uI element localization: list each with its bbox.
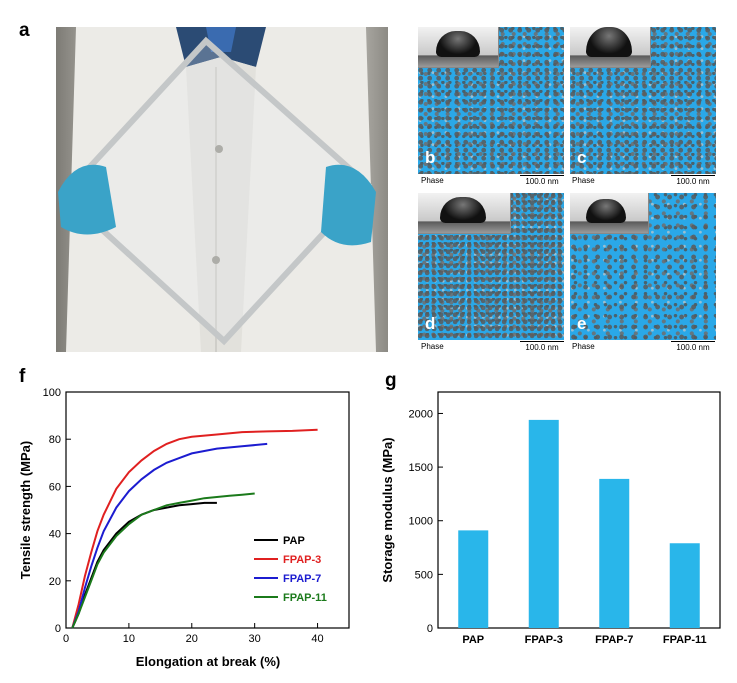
y-tick-label: 20 [49,576,61,588]
bar-fpap-7 [599,478,630,628]
contact-angle-inset [570,27,651,68]
legend-label: PAP [283,535,305,547]
legend-label: FPAP-7 [283,573,321,585]
x-tick-label: PAP [462,634,484,646]
panel-label-a: a [19,20,30,41]
legend-label: FPAP-3 [283,554,321,566]
y-tick-label: 500 [415,569,433,581]
y-tick-label: 0 [427,623,433,635]
x-tick-label: 30 [249,633,261,645]
x-tick-label: 40 [311,633,323,645]
x-tick-label: FPAP-7 [595,634,633,646]
legend-label: FPAP-11 [283,592,327,604]
bar-pap [458,530,489,628]
x-tick-label: 0 [63,633,69,645]
contact-angle-inset [570,193,649,234]
scale-bar-label: 100.0 nm [676,343,710,352]
afm-phase-label-b: Phase [421,176,444,185]
y-tick-label: 0 [55,623,61,635]
y-tick-label: 80 [49,434,61,446]
film-photograph [56,27,388,352]
afm-image-d: d [418,193,564,340]
panel-label-f: f [19,366,26,387]
scale-bar-label: 100.0 nm [525,177,559,186]
panel-label-g: g [385,370,397,391]
tensile-strength-chart: 0 10 20 30 40 0 20 40 60 80 100 PAP FPAP-3 FPAP-7 FPA… [18,387,350,669]
x-tick-label: FPAP-11 [663,634,707,646]
storage-modulus-chart: 0 500 1000 1500 2000 PAP FPAP-3 FPAP-7 FPAP-11 S… [380,391,721,646]
afm-image-e: e [570,193,716,340]
x-tick-label: 10 [123,633,135,645]
y-axis-label: Tensile strength (MPa) [18,441,33,579]
afm-phase-label-e: Phase [572,342,595,351]
afm-phase-label-c: Phase [572,176,595,185]
afm-letter-b: b [425,148,436,167]
y-tick-label: 2000 [409,408,433,420]
afm-letter-c: c [577,148,587,167]
y-axis-label: Storage modulus (MPa) [380,437,395,582]
plot-frame [437,391,721,629]
x-tick-label: 20 [186,633,198,645]
bar-fpap-3 [528,419,559,628]
series-line-fpap-11 [71,492,255,629]
scale-bar-b: 100.0 nm [520,175,564,186]
contact-angle-inset [418,193,511,234]
y-tick-label: 1000 [409,516,433,528]
scale-bar-d: 100.0 nm [520,341,564,352]
scale-bar-c: 100.0 nm [671,175,715,186]
scale-bar-label: 100.0 nm [676,177,710,186]
afm-phase-label-d: Phase [421,342,444,351]
bar-fpap-11 [669,543,700,628]
scale-bar-label: 100.0 nm [525,343,559,352]
contact-angle-inset [418,27,499,68]
afm-letter-e: e [577,314,587,333]
series-line-fpap-7 [71,442,268,629]
y-tick-label: 100 [43,387,61,399]
series-line-fpap-3 [71,428,318,629]
x-tick-label: FPAP-3 [525,634,563,646]
y-tick-label: 60 [49,481,61,493]
y-tick-label: 1500 [409,462,433,474]
series-line-pap [71,501,217,629]
plot-frame [65,391,350,629]
afm-image-b: b [418,27,564,174]
afm-image-c: c [570,27,716,174]
scale-bar-e: 100.0 nm [671,341,715,352]
x-axis-label: Elongation at break (%) [136,654,280,669]
afm-letter-d: d [425,314,436,333]
y-tick-label: 40 [49,529,61,541]
